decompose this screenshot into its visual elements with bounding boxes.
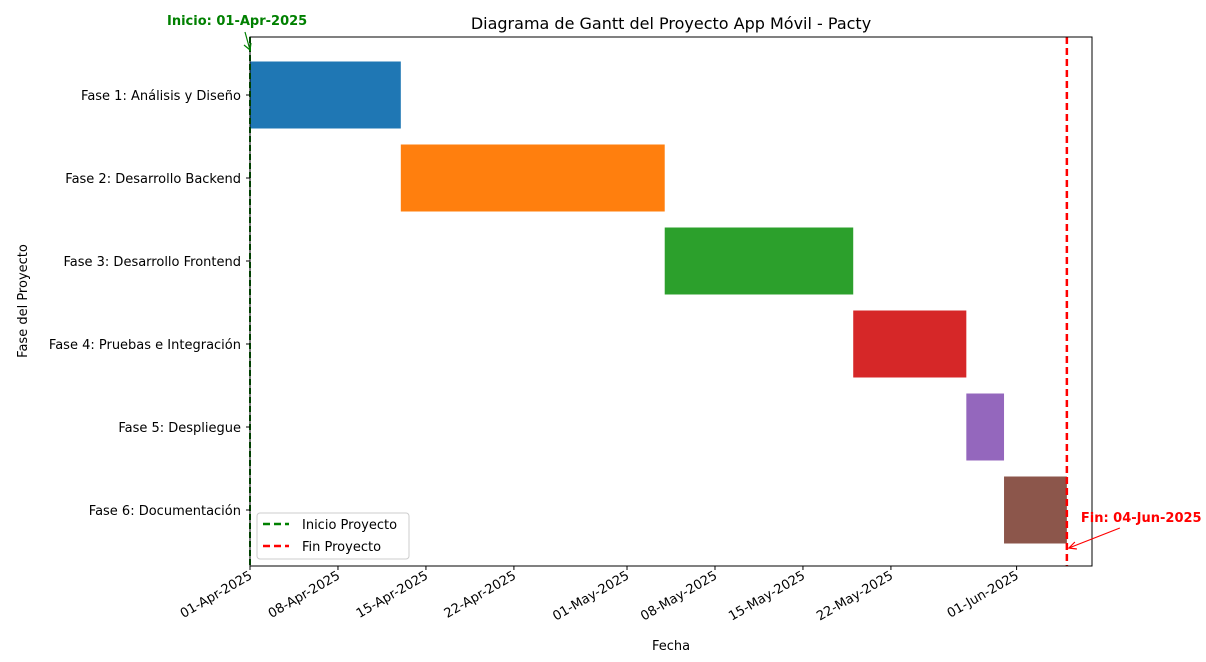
end-annotation-arrow <box>1067 527 1121 550</box>
gantt-bar <box>1004 476 1067 544</box>
y-axis-label: Fase del Proyecto <box>16 244 31 358</box>
x-axis-label: Fecha <box>652 639 690 654</box>
y-tick-label: Fase 4: Pruebas e Integración <box>49 338 241 353</box>
x-tick-label: 22-May-2025 <box>814 568 896 624</box>
y-tick-label: Fase 2: Desarrollo Backend <box>65 172 241 187</box>
x-tick-label: 01-Apr-2025 <box>178 568 255 621</box>
start-annotation: Inicio: 01-Apr-2025 <box>167 14 307 29</box>
x-tick-label: 15-Apr-2025 <box>354 568 431 621</box>
legend-frame <box>256 512 410 560</box>
legend-label: Fin Proyecto <box>302 540 381 555</box>
gantt-bar <box>664 227 854 295</box>
x-tick-label: 08-May-2025 <box>638 568 720 624</box>
x-tick-label: 01-May-2025 <box>550 568 632 624</box>
x-tick-label: 08-Apr-2025 <box>266 568 343 621</box>
legend: Inicio Proyecto Fin Proyecto <box>256 512 410 560</box>
y-tick-label: Fase 5: Despliegue <box>118 421 241 436</box>
x-tick-label: 22-Apr-2025 <box>442 568 519 621</box>
plot-frame <box>249 36 1093 567</box>
x-tick-label: 15-May-2025 <box>726 568 808 624</box>
gantt-bar <box>250 61 401 129</box>
gantt-bar <box>400 144 665 212</box>
gantt-bar <box>853 310 967 378</box>
y-tick-label: Fase 6: Documentación <box>89 504 241 519</box>
y-tick-label: Fase 1: Análisis y Diseño <box>81 89 241 104</box>
start-annotation-arrow <box>243 31 252 52</box>
chart-title: Diagrama de Gantt del Proyecto App Móvil… <box>471 14 871 33</box>
x-tick-label: 01-Jun-2025 <box>945 568 1022 621</box>
gantt-bar <box>966 393 1005 461</box>
end-annotation: Fin: 04-Jun-2025 <box>1081 511 1202 526</box>
legend-label: Inicio Proyecto <box>302 518 397 533</box>
y-tick-label: Fase 3: Desarrollo Frontend <box>64 255 242 270</box>
